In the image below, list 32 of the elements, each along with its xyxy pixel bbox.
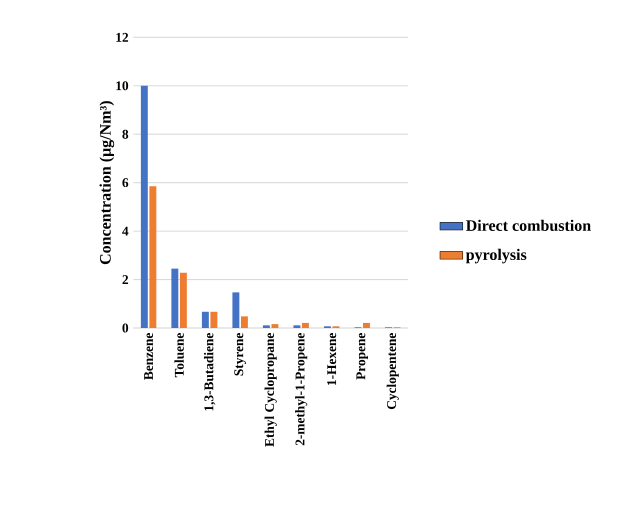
x-tick-label: Styrene (234, 333, 246, 376)
bar (202, 312, 209, 328)
x-tick-label: 1-Hexene (327, 333, 336, 385)
y-tick-label: 0 (122, 324, 128, 332)
bar (240, 316, 248, 328)
bar (171, 268, 178, 328)
x-tick-label: Benzene (144, 333, 154, 380)
x-tick-label: 1,3-Butadiene (204, 333, 216, 411)
x-tick-label: 2-methyl-1-Propene (295, 333, 308, 446)
y-axis-title: Concentration (μg/Nm³) (100, 101, 114, 264)
x-tick-label: Cyclopentene (386, 333, 399, 410)
bar (302, 322, 309, 328)
y-tick-label: 4 (122, 226, 128, 236)
bar (149, 186, 156, 328)
legend-label: pyrolysis (466, 248, 526, 264)
bar (232, 292, 240, 328)
y-tick-label: 8 (122, 130, 128, 139)
bar (210, 312, 218, 328)
x-tick-label: Propene (356, 333, 368, 380)
bar (262, 325, 270, 328)
x-tick-label: Toluene (174, 333, 184, 378)
bar (271, 324, 278, 328)
bar (293, 325, 300, 328)
y-tick-label: 10 (116, 81, 128, 90)
y-tick-label: 6 (122, 178, 128, 188)
y-tick-label: 2 (122, 275, 128, 284)
x-tick-label: Ethyl Cyclopropane (264, 333, 277, 447)
legend-label: Direct combustion (466, 220, 591, 231)
bar (363, 322, 370, 328)
bar (180, 272, 187, 328)
bar (140, 86, 148, 328)
y-tick-label: 12 (116, 32, 128, 42)
